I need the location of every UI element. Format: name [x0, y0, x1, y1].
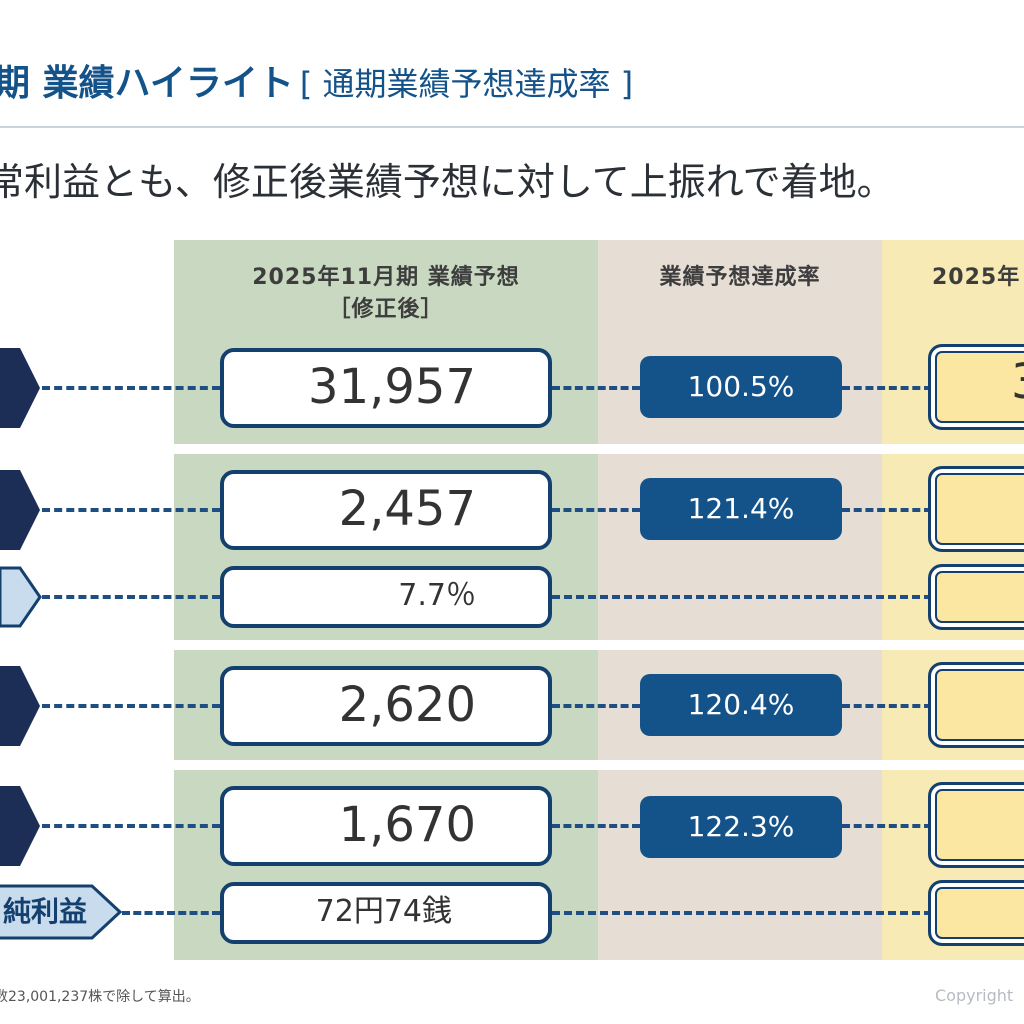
actual-value-eps — [928, 880, 1024, 946]
forecast-value-net-profit: 1,670 — [220, 786, 552, 866]
connector-line — [552, 704, 640, 708]
row-label-arrow-ordinary-profit — [0, 666, 40, 746]
forecast-column-header-bg — [174, 240, 598, 334]
connector-line — [552, 595, 932, 599]
page-title: 期 業績ハイライト[ 通期業績予想達成率 ] — [0, 56, 633, 112]
actual-value-revenue: 3 — [928, 344, 1024, 430]
forecast-header-line1: 2025年11月期 業績予想 — [252, 265, 520, 290]
connector-line — [842, 386, 932, 390]
connector-line — [842, 824, 932, 828]
connector-line — [42, 824, 220, 828]
connector-line — [842, 704, 932, 708]
connector-line — [122, 911, 220, 915]
connector-line — [42, 704, 220, 708]
achievement-rate-ordinary-profit: 120.4% — [640, 674, 842, 736]
actual-value-operating-margin — [928, 564, 1024, 630]
connector-line — [842, 508, 932, 512]
connector-line — [552, 911, 932, 915]
connector-line — [42, 595, 220, 599]
row-label-eps-text: 純利益 — [2, 895, 87, 928]
row-label-arrow-operating-margin — [0, 566, 42, 628]
forecast-value-operating-profit: 2,457 — [220, 470, 552, 550]
forecast-value-eps: 72円74銭 — [220, 882, 552, 944]
achievement-rate-operating-profit: 121.4% — [640, 478, 842, 540]
forecast-value-operating-margin: 7.7％ — [220, 566, 552, 628]
forecast-column-header: 2025年11月期 業績予想 ［修正後］ — [174, 262, 598, 326]
actual-column-header: 2025年 — [932, 265, 1021, 290]
connector-line — [42, 508, 220, 512]
page-title-main: 期 業績ハイライト — [0, 63, 294, 104]
actual-column-header-bg — [882, 240, 1024, 334]
achievement-rate-net-profit: 122.3% — [640, 796, 842, 858]
forecast-header-line2: ［修正後］ — [328, 297, 444, 322]
connector-line — [552, 386, 640, 390]
actual-value-net-profit — [928, 782, 1024, 868]
row-label-eps: 純利益 — [0, 884, 122, 940]
connector-line — [552, 508, 640, 512]
rate-column-header: 業績予想達成率 — [659, 265, 821, 290]
rate-column-header-bg — [598, 240, 882, 334]
row-label-arrow-net-profit — [0, 786, 40, 866]
title-divider — [0, 126, 1024, 128]
connector-line — [552, 824, 640, 828]
row-label-arrow-revenue — [0, 348, 40, 428]
page-title-sub: [ 通期業績予想達成率 ] — [299, 65, 634, 103]
actual-value-ordinary-profit — [928, 662, 1024, 748]
copyright: Copyright — [935, 986, 1014, 1005]
achievement-rate-revenue: 100.5% — [640, 356, 842, 418]
lead-text: 常利益とも、修正後業績予想に対して上振れで着地。 — [0, 160, 895, 204]
row-label-arrow-operating-profit — [0, 470, 40, 550]
footnote: 数23,001,237株で除して算出。 — [0, 989, 200, 1005]
forecast-value-revenue: 31,957 — [220, 348, 552, 428]
forecast-value-ordinary-profit: 2,620 — [220, 666, 552, 746]
actual-value-operating-profit — [928, 466, 1024, 552]
connector-line — [42, 386, 220, 390]
